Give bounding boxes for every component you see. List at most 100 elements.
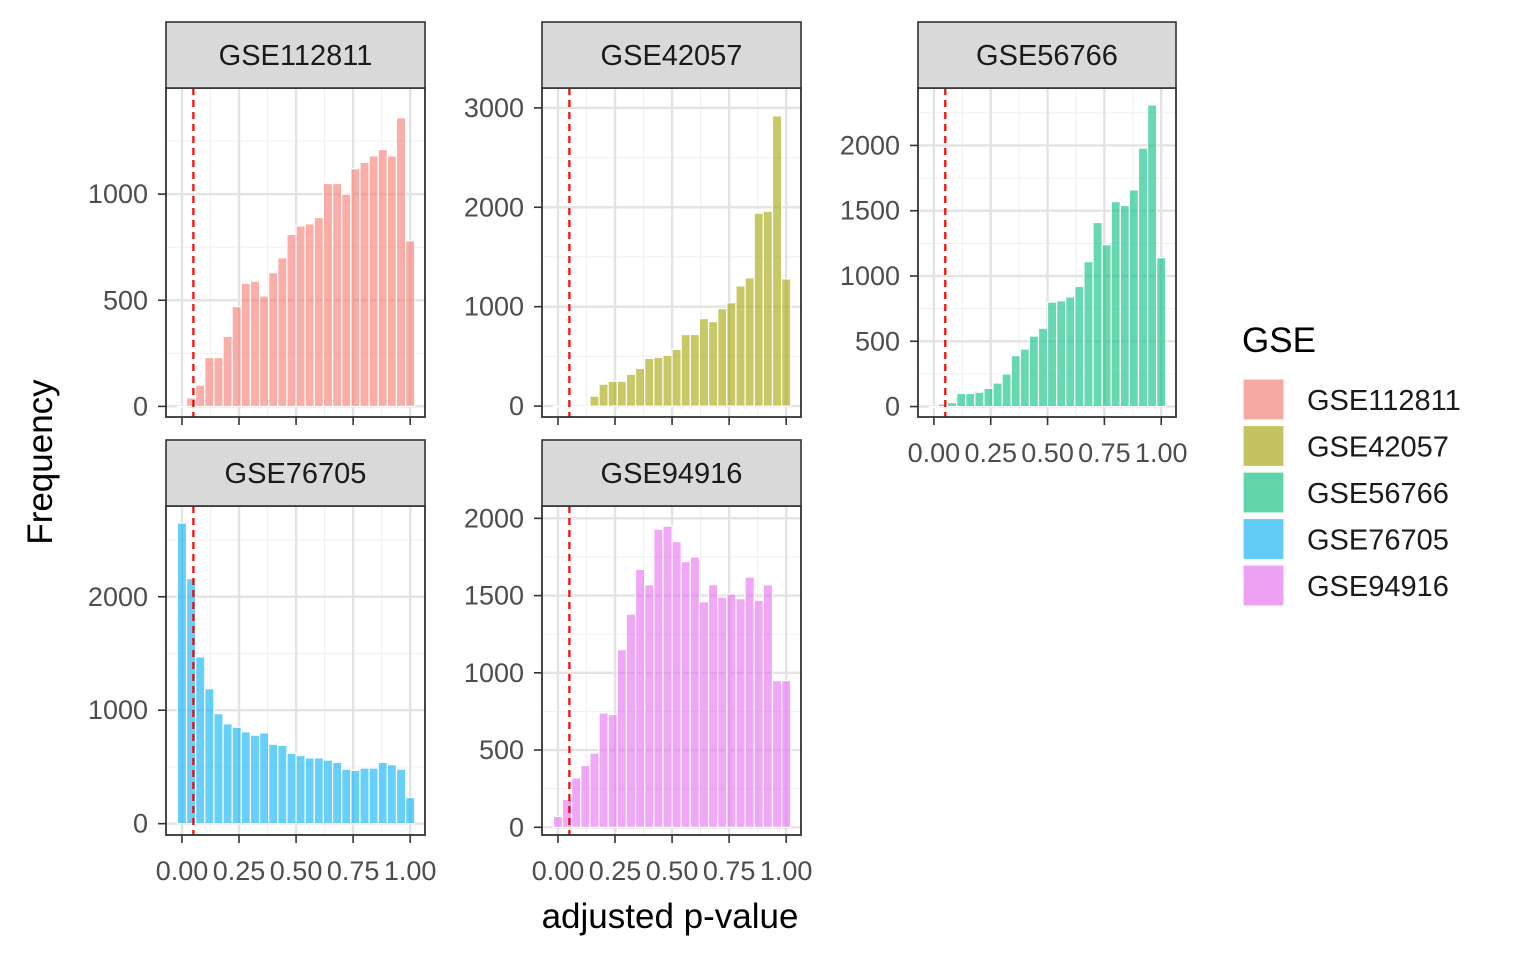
histogram-bar [653,528,664,828]
legend-label: GSE112811 [1307,385,1461,417]
histogram-bar [377,148,388,407]
histogram-bar [322,182,334,407]
y-tick-label: 3000 [464,93,524,123]
histogram-bar [1146,104,1158,408]
y-tick-label: 2000 [840,130,900,160]
histogram-bar [1056,300,1067,408]
histogram-bar [717,596,728,828]
histogram-bar [176,405,188,408]
histogram-bar [286,752,297,825]
histogram-bar [1156,257,1167,408]
histogram-bar [607,713,618,828]
histogram-bar [313,757,325,825]
x-tick-label: 0.00 [156,856,209,886]
y-tick-label: 2000 [88,582,148,612]
histogram-bar [277,257,288,407]
y-tick-label: 1000 [88,695,148,725]
y-tick-label: 500 [103,285,148,315]
legend-label: GSE94916 [1307,571,1449,603]
histogram-bar [744,576,755,828]
y-tick-label: 1500 [464,581,524,611]
histogram-bar [1065,296,1076,408]
legend-items: GSE112811 GSE42057 GSE56766 GSE76705 GSE9491… [1242,378,1461,607]
histogram-bar [359,767,370,825]
histogram-bar [195,656,206,825]
histogram-bar [571,405,582,408]
x-tick-label: 0.25 [589,856,642,886]
histogram-bar [341,193,352,407]
histogram-bar [644,357,655,407]
x-tick-label: 1.00 [384,856,437,886]
histogram-bar [625,373,637,407]
histogram-bar [1092,221,1103,408]
facet-strip-label: GSE94916 [601,458,743,490]
histogram-bar [634,367,646,407]
histogram-bar [689,333,701,407]
facet-strip-label: GSE42057 [601,40,743,72]
histogram-bar [762,584,774,828]
histogram-bar [213,713,224,825]
y-tick-label: 2000 [464,192,524,222]
histogram-bar [395,117,407,407]
y-tick-label: 1000 [464,292,524,322]
histogram-bar [698,601,710,828]
y-tick-label: 0 [509,391,524,421]
histogram-bar [295,754,306,825]
histogram-bar [176,522,188,825]
histogram-bar [286,233,297,407]
histogram-bar [965,392,976,408]
x-tick-label: 0.50 [270,856,323,886]
panel-gse56766: GSE56766 0 500 1000 1500 2000 0.00 0.25 0.50 0.75… [840,21,1188,468]
histogram-bar [231,726,242,825]
legend-label: GSE56766 [1307,478,1449,510]
histogram-bar [717,308,728,407]
legend-swatch [1242,378,1285,421]
histogram-bar [1074,285,1085,408]
histogram-bar [552,405,564,408]
panel-gse76705: GSE76705 0 1000 2000 0.00 0.25 0.50 0.75 1.00 [88,439,437,886]
histogram-bar [744,277,755,407]
histogram-bar [680,561,691,828]
histogram-bar [771,115,783,407]
legend-item-gse76705: GSE76705 [1242,517,1449,561]
histogram-bar [928,405,940,408]
legend-swatch [1242,471,1285,514]
x-tick-label: 1.00 [1135,438,1188,468]
histogram-bar [359,161,370,407]
legend-item-gse42057: GSE42057 [1242,424,1449,468]
histogram-bar [1010,355,1021,408]
y-tick-label: 0 [509,812,524,842]
histogram-bar [753,212,764,407]
histogram-bar [395,768,407,825]
histogram-bar [689,556,701,828]
x-tick-label: 0.25 [964,438,1017,468]
histogram-bar [231,306,242,407]
y-tick-label: 0 [133,391,148,421]
histogram-bar [771,679,783,828]
histogram-bar [946,402,958,408]
histogram-bar [762,210,774,407]
histogram-bar [680,333,691,407]
histogram-bar [598,383,609,407]
panel-gse94916: GSE94916 0 500 1000 1500 2000 0.00 0.25 0.50 0.75… [464,439,813,886]
x-tick-label: 1.00 [760,856,813,886]
histogram-bar [753,599,764,828]
histogram-bar [634,568,646,828]
histogram-bar [1083,261,1094,408]
y-tick-label: 500 [479,735,524,765]
facet-strip [541,21,802,89]
facet-strip-label: GSE112811 [219,40,373,72]
histogram-bar [240,731,252,825]
histogram-bar [313,216,325,407]
histogram-bar [598,712,609,828]
panel-gse42057: GSE42057 0 1000 2000 3000 [464,21,802,425]
histogram-bar [1119,204,1131,408]
histogram-bar [580,764,591,828]
histogram-bar [331,761,343,825]
histogram-bar [589,395,600,407]
histogram-bar [983,387,994,408]
legend-title: GSE [1242,321,1316,360]
facet-strip [917,21,1177,89]
histogram-bar [268,272,279,407]
